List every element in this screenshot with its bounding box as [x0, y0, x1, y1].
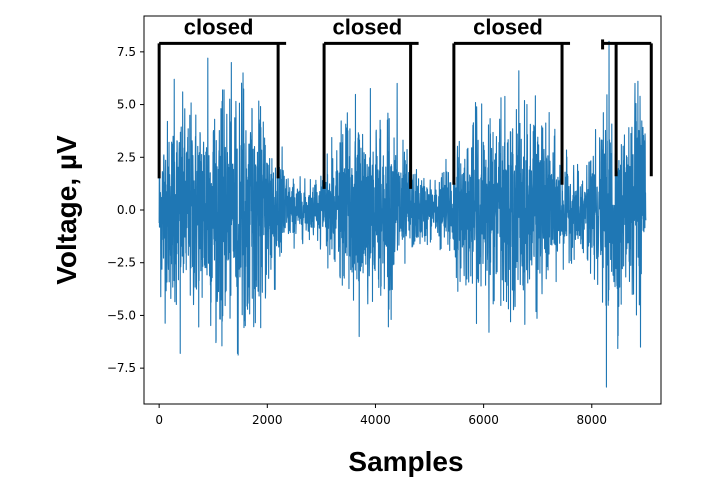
closed-bracket-3: [601, 39, 653, 177]
y-tick-label: 0.0: [117, 203, 136, 217]
annotation-layer: closed closed closed: [157, 14, 653, 189]
x-tick-label: 4000: [360, 413, 391, 427]
series-line-0: [158, 40, 647, 388]
x-tick-label: 6000: [468, 413, 499, 427]
y-tick-label: −2.5: [107, 256, 136, 270]
closed-label: closed: [332, 14, 402, 39]
y-tick-label: 7.5: [117, 45, 136, 59]
y-tick-label: −5.0: [107, 308, 136, 322]
closed-bracket-0: closed: [157, 14, 287, 179]
x-tick-label: 2000: [252, 413, 283, 427]
closed-label: closed: [184, 14, 254, 39]
y-axis-title: Voltage, µV: [51, 135, 82, 285]
x-tick-label: 8000: [577, 413, 608, 427]
series-layer: [158, 40, 647, 388]
y-tick-label: 2.5: [117, 150, 136, 164]
closed-bracket-1: closed: [322, 14, 419, 189]
y-tick-label: 5.0: [117, 98, 136, 112]
x-tick-label: 0: [155, 413, 163, 427]
tick-layer: 0 2000 4000 6000 8000 −7.5 −5.0 −2.5 0.0 2.5 5.0 7.…: [107, 45, 607, 427]
closed-label: closed: [473, 14, 543, 39]
x-axis-title: Samples: [348, 446, 463, 477]
y-tick-label: −7.5: [107, 361, 136, 375]
closed-bracket-2: closed: [452, 14, 571, 185]
